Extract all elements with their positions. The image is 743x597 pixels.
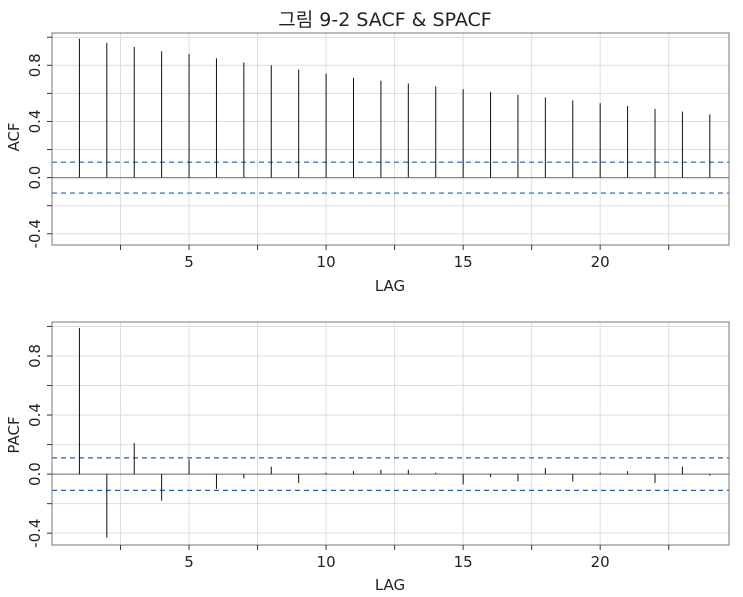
acf-x-tick-label: 5 xyxy=(184,253,194,271)
chart-title: 그림 9-2 SACF & SPACF xyxy=(278,9,491,31)
pacf-y-tick-label: -0.4 xyxy=(26,519,44,548)
pacf-y-tick-label: 0.0 xyxy=(26,462,44,486)
acf-panel: ACF LAG 5 10 15 20 -0.4 0.0 0.4 0.8 xyxy=(5,32,730,295)
acf-plot-frame xyxy=(51,32,730,246)
acf-y-tick-label: -0.4 xyxy=(26,219,44,248)
pacf-plot-frame xyxy=(51,321,730,546)
pacf-x-tick-label: 5 xyxy=(184,553,194,571)
acf-x-tick-label: 20 xyxy=(591,253,610,271)
acf-y-label: ACF xyxy=(5,122,23,151)
acf-y-tick-label: 0.8 xyxy=(26,53,44,77)
acf-y-tick-label: 0.4 xyxy=(26,110,44,134)
pacf-y-tick-label: 0.4 xyxy=(26,403,44,427)
pacf-panel: PACF LAG 5 10 15 20 -0.4 0.0 0.4 0.8 xyxy=(5,321,730,594)
acf-y-tick-label: 0.0 xyxy=(26,166,44,190)
acf-x-label: LAG xyxy=(375,277,405,295)
pacf-y-label: PACF xyxy=(5,416,23,453)
pacf-y-tick-label: 0.8 xyxy=(26,344,44,368)
pacf-x-tick-label: 20 xyxy=(591,553,610,571)
acf-x-tick-label: 10 xyxy=(317,253,336,271)
pacf-x-tick-label: 15 xyxy=(454,553,473,571)
acf-x-tick-label: 15 xyxy=(454,253,473,271)
pacf-x-label: LAG xyxy=(375,576,405,594)
pacf-x-tick-label: 10 xyxy=(317,553,336,571)
